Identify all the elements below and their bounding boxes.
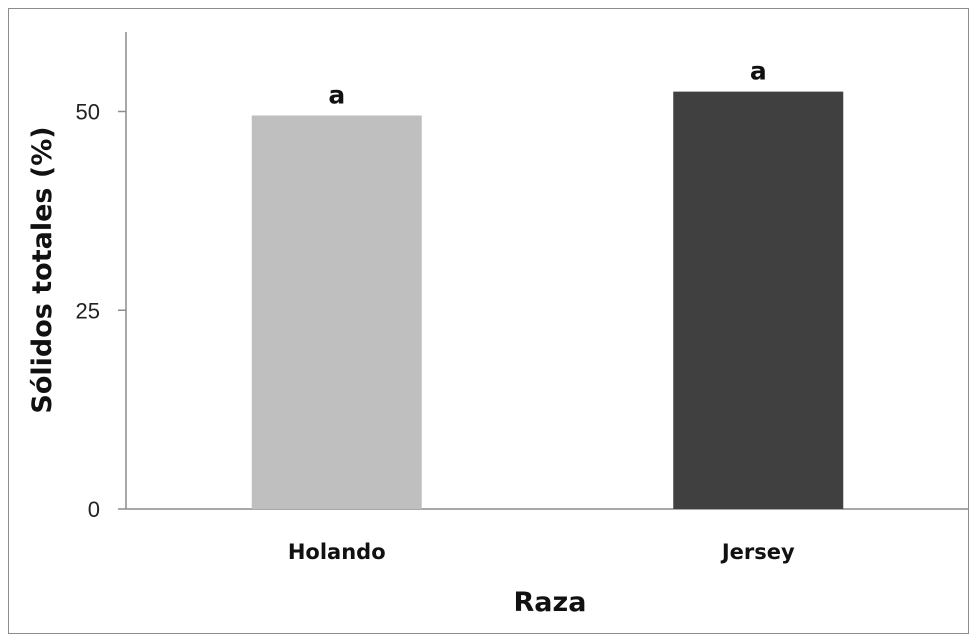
- x-category-label: Holando: [288, 540, 386, 564]
- bar-data-label: a: [328, 80, 345, 109]
- x-axis-title: Raza: [514, 587, 587, 618]
- data-labels: a Holando a Jersey: [288, 57, 795, 564]
- y-tick-label: 25: [76, 298, 100, 323]
- bar-jersey: [673, 91, 844, 509]
- x-category-label: Jersey: [720, 540, 795, 564]
- y-tick-label: 0: [88, 497, 100, 522]
- bar-data-label: a: [750, 57, 767, 86]
- y-axis-title: Sólidos totales (%): [27, 126, 58, 413]
- y-tick-label: 50: [76, 100, 100, 125]
- bars: [251, 91, 844, 509]
- bar-holando: [251, 115, 422, 509]
- ticks: 0 25 50: [76, 100, 126, 522]
